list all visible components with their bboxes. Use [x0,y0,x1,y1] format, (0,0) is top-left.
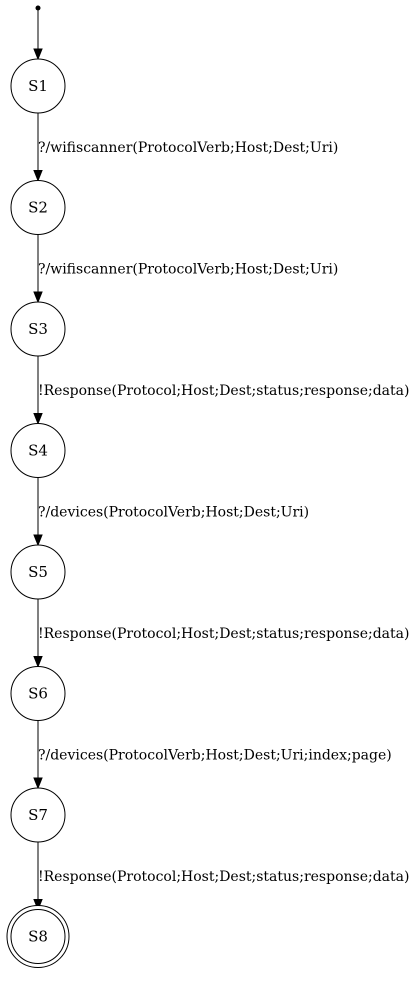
transition-s4-s5: ?/devices(ProtocolVerb;Host;Dest;Uri) [33,477,309,547]
initial-arrow-arrowhead [33,48,43,61]
state-circle [10,58,66,114]
transition-s5-s6: !Response(Protocol;Host;Dest;status;resp… [33,599,409,668]
state-s4: S4 [10,423,66,478]
transition-arrowhead [33,413,43,425]
transition-arrowhead [33,656,43,668]
initial-dot [35,5,41,11]
state-s2: S2 [10,180,66,235]
state-circle [10,666,66,721]
state-label: S4 [28,442,48,460]
state-label: S5 [28,563,48,581]
state-s8: S8 [6,905,70,968]
transition-arrowhead [33,777,43,790]
transition-label: !Response(Protocol;Host;Dest;status;resp… [38,383,409,399]
transition-label: ?/wifiscanner(ProtocolVerb;Host;Dest;Uri… [38,140,338,156]
state-circle [10,909,66,964]
state-label: S8 [28,928,48,946]
transition-label: ?/devices(ProtocolVerb;Host;Dest;Uri;ind… [38,747,392,763]
state-s1: S1 [10,58,66,114]
transition-arrowhead [33,291,43,304]
initial-state-marker [33,5,43,61]
state-label: S2 [28,199,48,217]
transition-arrowhead [33,170,43,182]
states: S1 S2 S3 S4 S5 S6 S7 S8 [6,58,70,968]
state-s5: S5 [10,544,66,600]
transition-label: ?/wifiscanner(ProtocolVerb;Host;Dest;Uri… [38,261,338,277]
state-s7: S7 [10,787,66,843]
transition-s6-s7: ?/devices(ProtocolVerb;Host;Dest;Uri;ind… [33,720,392,790]
state-circle [10,301,66,357]
transition-arrowhead [33,534,43,547]
state-circle [10,544,66,600]
transition-label: ?/devices(ProtocolVerb;Host;Dest;Uri) [38,504,309,520]
state-label: S7 [28,806,48,824]
transition-s2-s3: ?/wifiscanner(ProtocolVerb;Host;Dest;Uri… [33,234,338,304]
state-s6: S6 [10,666,66,721]
transition-label: !Response(Protocol;Host;Dest;status;resp… [38,869,409,885]
state-label: S3 [28,320,48,338]
transition-label: !Response(Protocol;Host;Dest;status;resp… [38,626,409,642]
transition-s7-s8: !Response(Protocol;Host;Dest;status;resp… [33,842,409,911]
state-circle [10,423,66,478]
transition-s1-s2: ?/wifiscanner(ProtocolVerb;Host;Dest;Uri… [33,113,338,182]
state-label: S6 [28,685,48,703]
transitions: ?/wifiscanner(ProtocolVerb;Host;Dest;Uri… [33,113,409,911]
state-circle [10,787,66,843]
transition-s3-s4: !Response(Protocol;Host;Dest;status;resp… [33,356,409,425]
state-s3: S3 [10,301,66,357]
transition-arrowhead [33,899,43,911]
state-label: S1 [28,77,48,95]
state-circle [10,180,66,235]
